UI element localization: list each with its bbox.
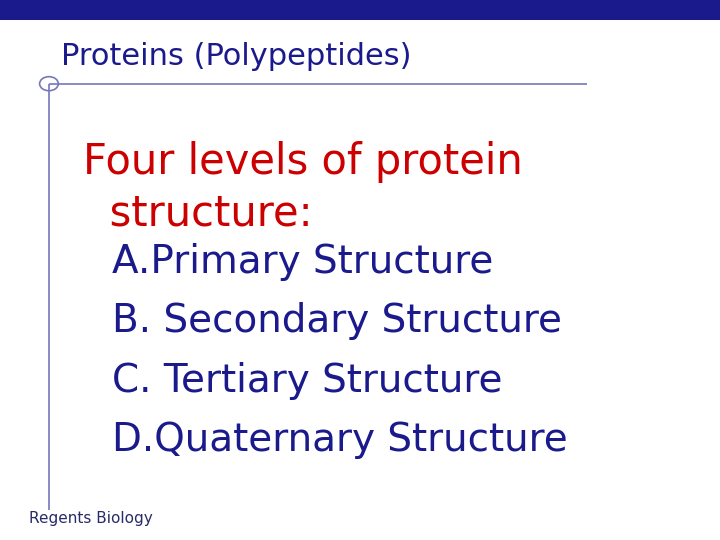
Text: D.Quaternary Structure: D.Quaternary Structure <box>112 421 567 459</box>
Text: C. Tertiary Structure: C. Tertiary Structure <box>112 362 502 400</box>
Text: B. Secondary Structure: B. Secondary Structure <box>112 302 562 340</box>
Text: Four levels of protein: Four levels of protein <box>83 141 523 183</box>
Text: A.Primary Structure: A.Primary Structure <box>112 243 493 281</box>
Bar <box>0 0 720 20</box>
Text: Proteins (Polypeptides): Proteins (Polypeptides) <box>61 42 412 71</box>
Text: structure:: structure: <box>83 192 312 234</box>
Text: Regents Biology: Regents Biology <box>29 511 153 526</box>
